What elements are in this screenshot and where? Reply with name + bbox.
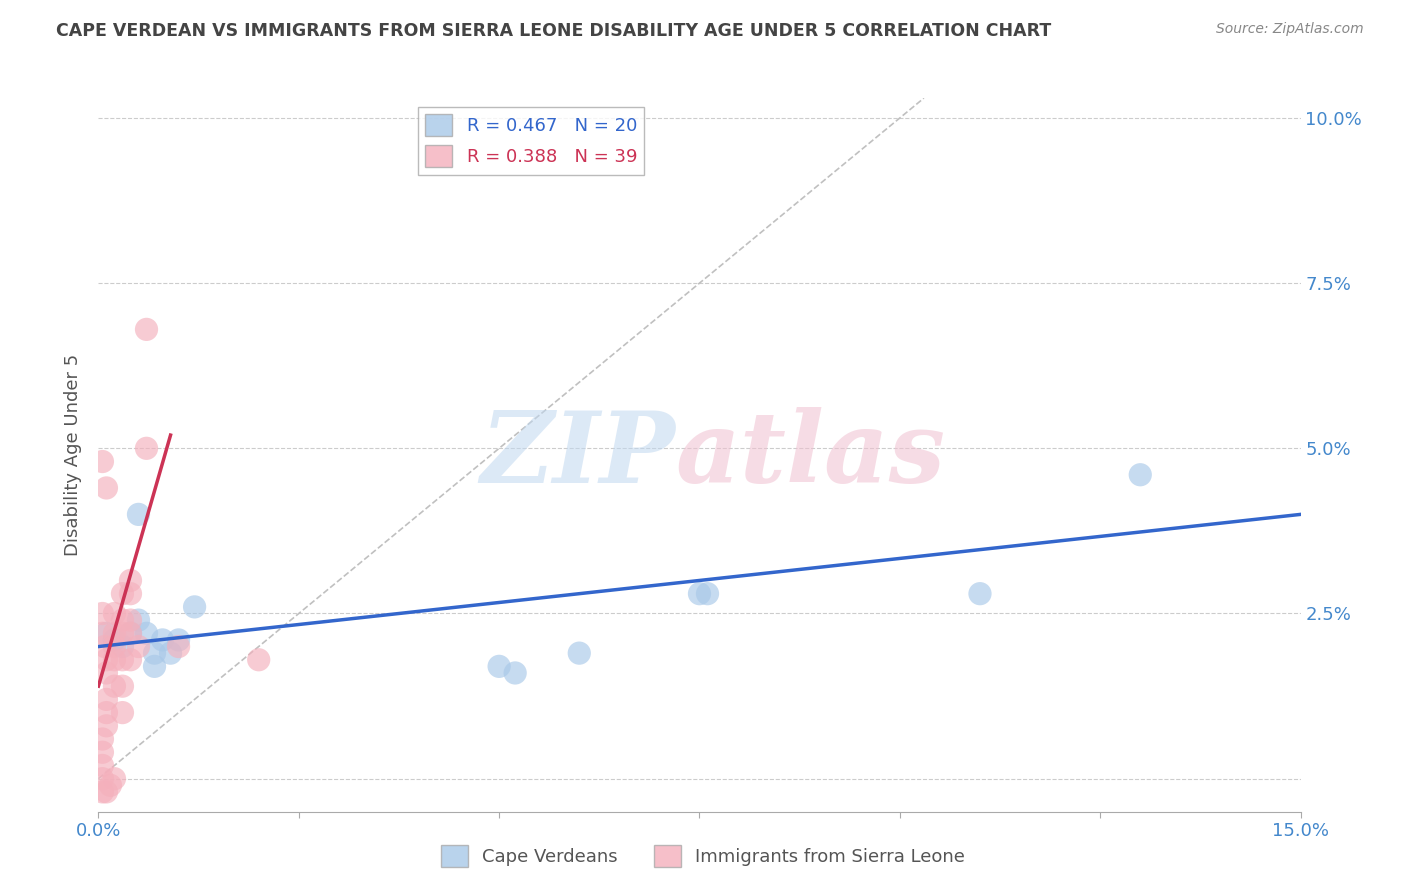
Y-axis label: Disability Age Under 5: Disability Age Under 5 <box>65 354 83 556</box>
Point <box>103 632 125 647</box>
Point <box>247 653 270 667</box>
Text: ZIP: ZIP <box>481 407 675 503</box>
Point <box>91 626 114 640</box>
Point <box>100 778 122 792</box>
Point <box>91 732 114 747</box>
Point <box>128 508 150 522</box>
Point <box>183 599 205 614</box>
Legend: Cape Verdeans, Immigrants from Sierra Leone: Cape Verdeans, Immigrants from Sierra Le… <box>433 838 973 874</box>
Point <box>111 640 134 654</box>
Point <box>91 454 114 468</box>
Point <box>103 640 125 654</box>
Point <box>94 640 117 654</box>
Point <box>167 632 190 647</box>
Point <box>96 719 118 733</box>
Text: atlas: atlas <box>675 407 945 503</box>
Point <box>111 706 134 720</box>
Point <box>120 626 142 640</box>
Point <box>143 659 166 673</box>
Point <box>96 653 118 667</box>
Point <box>488 659 510 673</box>
Point <box>103 679 125 693</box>
Point <box>152 632 174 647</box>
Point <box>120 653 142 667</box>
Point <box>96 665 118 680</box>
Point <box>96 706 118 720</box>
Point <box>96 626 118 640</box>
Point <box>91 607 114 621</box>
Point <box>111 679 134 693</box>
Point <box>128 640 150 654</box>
Point <box>96 692 118 706</box>
Point <box>159 646 181 660</box>
Point <box>689 587 711 601</box>
Point <box>135 442 157 456</box>
Point <box>91 785 114 799</box>
Point <box>120 574 142 588</box>
Point <box>111 653 134 667</box>
Point <box>135 322 157 336</box>
Point <box>103 607 125 621</box>
Point <box>103 772 125 786</box>
Point <box>111 613 134 627</box>
Point <box>111 587 134 601</box>
Point <box>120 613 142 627</box>
Point <box>568 646 591 660</box>
Text: Source: ZipAtlas.com: Source: ZipAtlas.com <box>1216 22 1364 37</box>
Point <box>143 646 166 660</box>
Point <box>120 587 142 601</box>
Point <box>167 640 190 654</box>
Point <box>135 626 157 640</box>
Point <box>696 587 718 601</box>
Point <box>120 626 142 640</box>
Point <box>91 772 114 786</box>
Point <box>103 626 125 640</box>
Legend: R = 0.467   N = 20, R = 0.388   N = 39: R = 0.467 N = 20, R = 0.388 N = 39 <box>418 107 644 175</box>
Point <box>91 745 114 759</box>
Point <box>91 758 114 772</box>
Point <box>969 587 991 601</box>
Text: CAPE VERDEAN VS IMMIGRANTS FROM SIERRA LEONE DISABILITY AGE UNDER 5 CORRELATION : CAPE VERDEAN VS IMMIGRANTS FROM SIERRA L… <box>56 22 1052 40</box>
Point <box>128 613 150 627</box>
Point <box>103 653 125 667</box>
Point <box>96 481 118 495</box>
Point <box>96 785 118 799</box>
Point <box>111 626 134 640</box>
Point <box>1129 467 1152 482</box>
Point <box>503 665 526 680</box>
